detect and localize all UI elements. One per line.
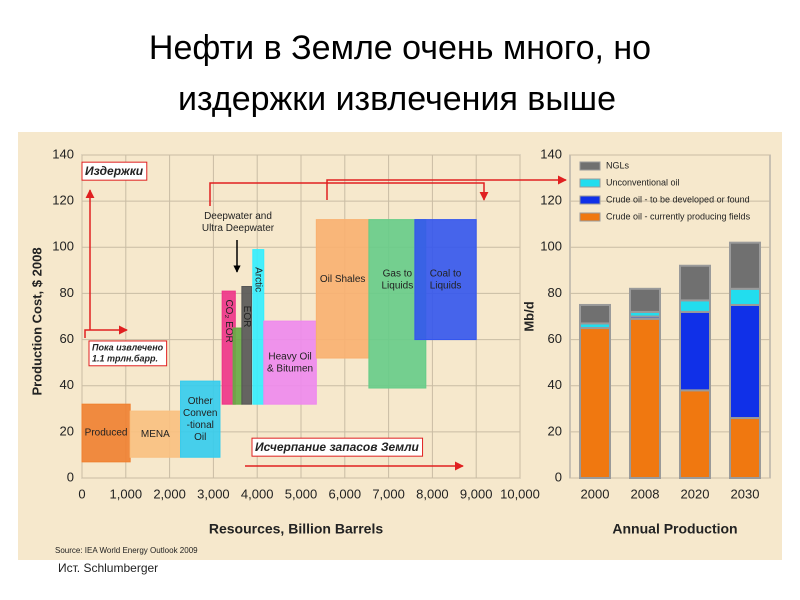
y-tick-label: 80: [60, 285, 74, 300]
block-label: Produced: [85, 428, 128, 439]
annotation-box: [251, 437, 424, 457]
cost-block: [263, 320, 317, 405]
annotation: Пока извлечено 1.1 трлн.барр.: [92, 343, 164, 364]
annotation: Deepwater and Ultra Deepwater: [202, 211, 275, 234]
chart-area: 0 20 40 60 80 100 120 140 0 1,000 2,000 3,000 4,000 5…: [29, 146, 771, 555]
legend-label: Crude oil - currently producing fields: [606, 211, 751, 221]
block-label: Arctic: [253, 267, 264, 292]
annotation-box: [81, 161, 148, 181]
arrow: [326, 175, 567, 200]
x-tick-label: 2008: [631, 486, 660, 501]
block-label: Coal to Liquids: [430, 268, 462, 291]
y-axis-label: Mb/d: [521, 301, 536, 331]
cost-block: [315, 219, 370, 359]
x-tick-label: 2,000: [153, 486, 186, 501]
x-tick-label: 2000: [581, 486, 610, 501]
annotation-box: [88, 340, 168, 367]
y-tick-label: 0: [555, 469, 562, 484]
y-tick-label: 40: [60, 377, 74, 392]
cost-block: [232, 327, 243, 405]
legend-swatch: [579, 161, 601, 171]
x-axis-label: Resources, Billion Barrels: [209, 521, 384, 537]
bar-segment: [629, 317, 661, 479]
legend-label: Unconventional oil: [606, 177, 680, 187]
cost-block: [241, 286, 253, 405]
bar-segment: [579, 303, 611, 325]
y-tick-label: 80: [548, 285, 562, 300]
legend-swatch: [579, 178, 601, 188]
y-tick-label: 120: [52, 193, 74, 208]
x-tick-label: 9,000: [460, 486, 493, 501]
y-tick-label: 120: [540, 193, 562, 208]
annotation: Издержки: [85, 164, 144, 178]
x-axis-label: Annual Production: [612, 521, 737, 537]
legend-swatch: [579, 195, 601, 205]
legend-label: NGLs: [606, 160, 630, 170]
slide-title: издержки извлечения выше: [178, 80, 616, 118]
arrow: [84, 325, 128, 338]
x-tick-label: 1,000: [110, 486, 143, 501]
bar-segment: [729, 417, 761, 479]
bar-segment: [629, 287, 661, 313]
source-note: Source: IEA World Energy Outlook 2009: [55, 546, 198, 555]
block-label: Other Conven -tional Oil: [183, 396, 217, 443]
bar-segment: [729, 287, 761, 306]
x-tick-label: 7,000: [372, 486, 405, 501]
y-tick-label: 100: [52, 239, 74, 254]
bar-segment: [729, 241, 761, 290]
block-label: MENA: [141, 429, 170, 440]
block-label: Gas to Liquids: [382, 268, 414, 291]
block-label: EOR: [241, 306, 252, 328]
bar-segment: [679, 299, 711, 313]
cost-block: [81, 403, 131, 463]
arrow: [209, 182, 489, 206]
y-tick-label: 40: [548, 377, 562, 392]
cost-block: [414, 219, 477, 341]
y-tick-label: 100: [540, 239, 562, 254]
x-tick-label: 2030: [731, 486, 760, 501]
x-tick-label: 5,000: [285, 486, 318, 501]
block-label: CO₂ EOR: [223, 299, 234, 342]
y-tick-label: 60: [60, 331, 74, 346]
bar-segment: [679, 264, 711, 302]
x-tick-label: 3,000: [197, 486, 230, 501]
y-tick-label: 140: [540, 146, 562, 161]
y-tick-label: 60: [548, 331, 562, 346]
arrows: [84, 175, 567, 471]
slide-title: Нефти в Земле очень много, но: [149, 29, 651, 67]
cost-block: [129, 410, 182, 458]
x-tick-label: 6,000: [329, 486, 362, 501]
y-axis-label: Production Cost, $ 2008: [29, 247, 44, 395]
x-tick-label: 0: [78, 486, 85, 501]
bar-segment: [679, 310, 711, 392]
bar-segment: [579, 327, 611, 479]
block-label: Oil Shales: [320, 274, 366, 285]
y-tick-label: 140: [52, 146, 74, 161]
block-label: Heavy Oil & Bitumen: [267, 351, 313, 374]
legend-label: Crude oil - to be developed or found: [606, 194, 750, 204]
bar-segment: [729, 303, 761, 420]
cost-block: [180, 380, 221, 458]
bar-segment: [679, 389, 711, 480]
x-tick-label: 4,000: [241, 486, 274, 501]
y-tick-label: 0: [67, 469, 74, 484]
x-tick-label: 10,000: [500, 486, 540, 501]
y-tick-label: 20: [548, 423, 562, 438]
x-tick-label: 2020: [681, 486, 710, 501]
credit: Ист. Schlumberger: [58, 561, 158, 575]
legend-swatch: [579, 212, 601, 222]
y-tick-label: 20: [60, 423, 74, 438]
annotation: Исчерпание запасов Земли: [255, 440, 420, 454]
x-tick-label: 8,000: [416, 486, 449, 501]
